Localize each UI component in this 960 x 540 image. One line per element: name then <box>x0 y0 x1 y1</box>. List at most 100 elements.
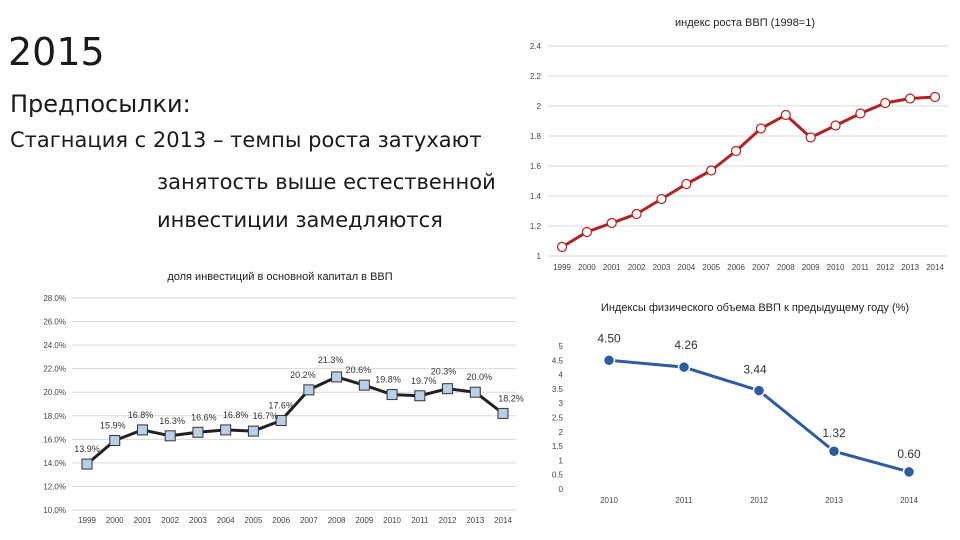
gdp-volume-x-tick-label: 2013 <box>825 496 843 505</box>
gdp-index-x-tick-label: 2009 <box>802 263 820 272</box>
gdp-index-x-tick-label: 2011 <box>852 263 870 272</box>
gdp-index-point <box>656 193 667 205</box>
gdp-volume-y-tick-label: 5 <box>559 342 564 351</box>
investment-share-y-tick-label: 20.0% <box>43 388 66 397</box>
investment-share-point <box>442 383 454 395</box>
investment-share-y-tick-label: 22.0% <box>43 365 66 374</box>
gdp-index-y-tick-label: 1.8 <box>530 132 542 141</box>
investment-share-data-label: 20.0% <box>467 372 493 382</box>
investment-share-point <box>414 390 426 402</box>
gdp-index-point <box>556 241 568 253</box>
investment-share-x-tick-label: 2006 <box>272 516 290 525</box>
gdp-volume-point <box>602 354 616 367</box>
gdp-index-point <box>730 145 742 157</box>
gdp-index-point <box>929 91 941 103</box>
bullet-line-investment: инвестиции замедляются <box>157 208 443 232</box>
gdp-index-point <box>805 132 816 143</box>
gdp-volume-point <box>752 384 766 397</box>
investment-share-data-label: 17.6% <box>268 400 294 410</box>
investment-share-y-tick-label: 12.0% <box>43 482 66 491</box>
investment-share-x-tick-label: 2012 <box>439 516 457 525</box>
investment-share-point <box>331 371 343 383</box>
investment-share-x-tick-label: 2008 <box>328 516 346 525</box>
investment-share-x-tick-label: 2000 <box>106 516 124 525</box>
gdp-volume-y-tick-label: 4 <box>559 371 564 380</box>
gdp-index-y-tick-label: 2.2 <box>530 72 542 81</box>
investment-share-data-label: 18.2% <box>498 393 524 403</box>
gdp-volume-y-tick-label: 0 <box>559 485 564 494</box>
investment-share-y-tick-label: 28.0% <box>43 294 66 303</box>
gdp-volume-data-label: 4.50 <box>597 331 621 345</box>
investment-share-point <box>303 384 315 396</box>
investment-share-x-tick-label: 1999 <box>78 516 96 525</box>
gdp-index-x-tick-label: 2010 <box>827 263 845 272</box>
investment-share-data-label: 16.8% <box>223 410 249 420</box>
investment-share-x-tick-label: 2013 <box>466 516 484 525</box>
investment-share-point <box>81 458 93 470</box>
gdp-volume-point <box>677 360 691 374</box>
gdp-index-y-tick-label: 1.2 <box>530 222 542 231</box>
bullet-line-employment: занятость выше естественной <box>157 170 496 194</box>
gdp-volume-data-label: 1.32 <box>822 426 846 440</box>
gdp-index-x-tick-label: 2007 <box>752 263 770 272</box>
gdp-index-x-tick-label: 2004 <box>677 263 695 272</box>
investment-share-chart-title: доля инвестиций в основной капитал в ВВП <box>167 271 393 283</box>
gdp-index-x-tick-label: 2013 <box>901 263 919 272</box>
gdp-index-y-tick-label: 1 <box>537 252 542 261</box>
investment-share-point <box>358 379 370 391</box>
gdp-index-y-tick-label: 1.6 <box>530 162 542 171</box>
gdp-index-point <box>880 97 891 109</box>
investment-share-point <box>192 426 204 438</box>
gdp-volume-x-tick-label: 2011 <box>675 496 693 505</box>
gdp-index-x-tick-label: 2014 <box>926 263 944 272</box>
gdp-volume-y-tick-label: 3 <box>559 399 564 408</box>
investment-share-y-tick-label: 18.0% <box>43 412 66 421</box>
gdp-index-x-tick-label: 1999 <box>553 263 571 272</box>
investment-share-data-label: 19.7% <box>411 376 437 386</box>
slide-year: 2015 <box>8 30 105 74</box>
investment-share-x-tick-label: 2014 <box>494 516 512 525</box>
gdp-index-y-tick-label: 1.4 <box>530 192 542 201</box>
bullet-line-stagnation: Стагнация с 2013 – темпы роста затухают <box>10 128 482 152</box>
investment-share-y-tick-label: 14.0% <box>43 459 66 468</box>
gdp-volume-y-tick-label: 0.5 <box>552 471 564 480</box>
investment-share-data-label: 20.3% <box>431 367 457 377</box>
gdp-volume-y-tick-label: 4.5 <box>552 356 564 365</box>
gdp-volume-y-tick-label: 1.5 <box>552 442 564 451</box>
gdp-index-point <box>631 208 642 220</box>
investment-share-series-line <box>86 375 504 466</box>
gdp-volume-chart-title: Индексы физического объема ВВП к предыду… <box>600 302 910 314</box>
investment-share-data-label: 19.8% <box>375 375 401 385</box>
gdp-volume-point <box>827 444 841 458</box>
investment-share-data-label: 13.9% <box>74 444 100 454</box>
gdp-index-point <box>905 93 916 104</box>
gdp-index-point <box>755 123 767 134</box>
investment-share-x-tick-label: 2005 <box>245 516 263 525</box>
investment-share-point <box>220 424 232 436</box>
gdp-index-chart-title: индекс роста ВВП (1998=1) <box>674 17 816 29</box>
gdp-volume-series-line <box>608 358 910 474</box>
gdp-index-y-tick-label: 2.4 <box>530 42 542 51</box>
investment-share-point <box>109 435 121 447</box>
slide-heading: Предпосылки: <box>10 90 191 118</box>
investment-share-y-tick-label: 24.0% <box>43 341 66 350</box>
investment-share-data-label: 16.6% <box>191 412 217 422</box>
investment-share-data-label: 16.3% <box>159 416 185 426</box>
gdp-index-series-line <box>561 95 936 249</box>
investment-share-x-tick-label: 2009 <box>355 516 373 525</box>
gdp-index-point <box>780 109 791 121</box>
gdp-index-point <box>830 120 841 131</box>
gdp-index-point <box>681 178 692 190</box>
investment-share-point <box>164 430 176 442</box>
investment-share-x-tick-label: 2002 <box>161 516 179 525</box>
gdp-volume-y-tick-label: 2.5 <box>552 414 564 423</box>
gdp-volume-y-tick-label: 2 <box>559 428 564 437</box>
gdp-index-x-tick-label: 2008 <box>777 263 795 272</box>
gdp-volume-point <box>902 465 916 479</box>
investment-share-y-tick-label: 26.0% <box>43 318 66 327</box>
investment-share-data-label: 20.6% <box>346 365 372 375</box>
investment-share-point <box>469 386 481 398</box>
investment-share-data-label: 20.2% <box>290 370 316 380</box>
investment-share-x-tick-label: 2001 <box>134 516 152 525</box>
